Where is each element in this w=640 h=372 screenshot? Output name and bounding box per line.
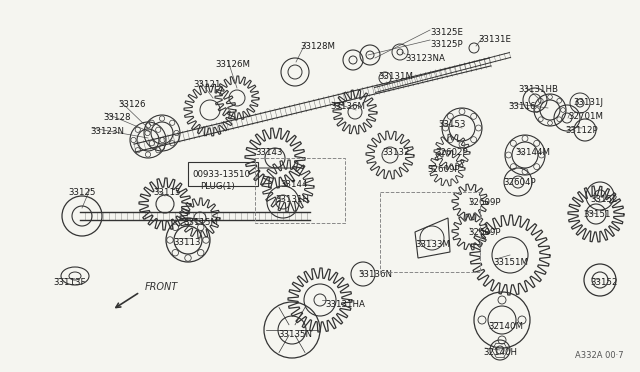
- Text: 33131HB: 33131HB: [518, 85, 558, 94]
- Text: 33144M: 33144M: [515, 148, 550, 157]
- Text: 33136M: 33136M: [330, 102, 365, 111]
- Text: PLUG(1): PLUG(1): [200, 182, 235, 191]
- Text: 32609P: 32609P: [468, 198, 500, 207]
- Text: 33121: 33121: [193, 80, 221, 89]
- Text: 33135N: 33135N: [278, 330, 312, 339]
- Text: 33115M: 33115M: [183, 218, 218, 227]
- Text: 33123NA: 33123NA: [405, 54, 445, 63]
- Text: 33126: 33126: [118, 100, 145, 109]
- Text: 33125P: 33125P: [430, 40, 463, 49]
- Text: 33143: 33143: [255, 148, 282, 157]
- Text: 33128: 33128: [103, 113, 131, 122]
- Text: 32609P: 32609P: [427, 165, 460, 174]
- Text: 33131J: 33131J: [573, 98, 603, 107]
- Text: A332A 00·7: A332A 00·7: [575, 351, 624, 360]
- Bar: [380, 192, 480, 272]
- Text: 33131M: 33131M: [378, 72, 413, 81]
- Text: 32609P: 32609P: [468, 228, 500, 237]
- Text: FRONT: FRONT: [145, 282, 179, 292]
- Text: 33131HA: 33131HA: [325, 300, 365, 309]
- Text: 33133M: 33133M: [415, 240, 450, 249]
- Text: 33131H: 33131H: [275, 195, 309, 204]
- Text: 32602P: 32602P: [435, 148, 468, 157]
- Text: 33152: 33152: [590, 195, 618, 204]
- Text: 33151: 33151: [583, 210, 611, 219]
- Text: 33144: 33144: [280, 180, 307, 189]
- Text: 33151M: 33151M: [493, 258, 528, 267]
- Text: 00933-13510: 00933-13510: [192, 170, 250, 179]
- Text: 33128M: 33128M: [300, 42, 335, 51]
- Text: 33131E: 33131E: [478, 35, 511, 44]
- Bar: [188, 162, 258, 186]
- Text: 33112P: 33112P: [565, 126, 598, 135]
- Text: 33126M: 33126M: [215, 60, 250, 69]
- Text: 33125E: 33125E: [430, 28, 463, 37]
- Text: 33152: 33152: [590, 278, 618, 287]
- Text: 33125: 33125: [68, 188, 95, 197]
- Text: 32140M: 32140M: [488, 322, 523, 331]
- Text: 33132: 33132: [382, 148, 410, 157]
- Text: 32140H: 32140H: [483, 348, 517, 357]
- Text: 32701M: 32701M: [568, 112, 603, 121]
- Text: 33113: 33113: [173, 238, 200, 247]
- Text: 33113F: 33113F: [53, 278, 86, 287]
- Text: 33115: 33115: [153, 188, 180, 197]
- Text: 32604P: 32604P: [503, 178, 536, 187]
- Bar: [255, 158, 345, 223]
- Text: 33153: 33153: [438, 120, 465, 129]
- Text: 33116: 33116: [508, 102, 536, 111]
- Text: 33136N: 33136N: [358, 270, 392, 279]
- Text: 33123N: 33123N: [90, 127, 124, 136]
